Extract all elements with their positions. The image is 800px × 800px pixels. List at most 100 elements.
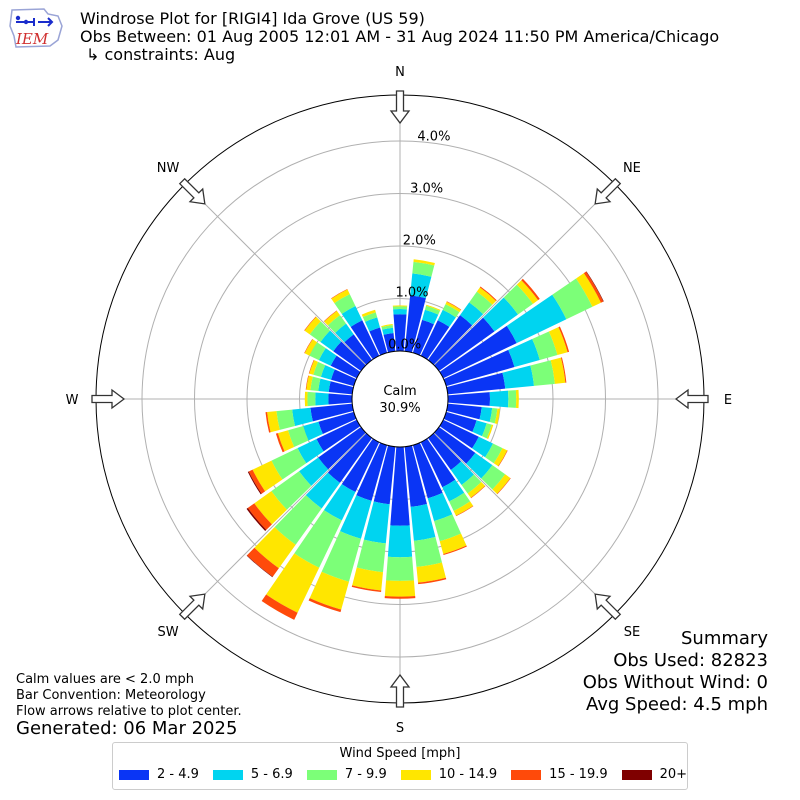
wind-bar-segment bbox=[481, 465, 506, 490]
wind-bar-segment bbox=[361, 309, 376, 318]
wind-bar-segment bbox=[304, 316, 317, 331]
wind-bar-segment bbox=[550, 357, 566, 384]
wind-bar-segment bbox=[331, 288, 348, 299]
wind-bar-segment bbox=[330, 355, 361, 379]
wind-bar-segment bbox=[508, 390, 517, 408]
summary: Summary Obs Used: 82823 Obs Without Wind… bbox=[583, 628, 768, 716]
wind-bar-segment bbox=[266, 553, 320, 613]
grid-spoke bbox=[184, 183, 367, 366]
wind-bar-segment bbox=[246, 555, 273, 578]
wind-bar-segment bbox=[422, 309, 439, 325]
wind-bar-segment bbox=[363, 501, 390, 544]
wind-bar-segment bbox=[485, 443, 503, 464]
wind-bar-segment bbox=[392, 305, 408, 307]
calm-value: 30.9% bbox=[379, 401, 420, 416]
wind-bar-segment bbox=[489, 408, 498, 424]
wind-bar-segment bbox=[331, 369, 357, 387]
legend-item: 5 - 6.9 bbox=[212, 767, 293, 782]
wind-bar-segment bbox=[412, 442, 443, 499]
legend-swatch bbox=[212, 769, 243, 780]
wind-bar-segment bbox=[446, 301, 462, 311]
chart-title: Windrose Plot for [RIGI4] Ida Grove (US … bbox=[80, 9, 425, 28]
wind-bar-segment bbox=[315, 392, 329, 406]
wind-bar-segment bbox=[275, 433, 285, 453]
summary-obs-used: Obs Used: 82823 bbox=[613, 650, 768, 671]
note-calm: Calm values are < 2.0 mph bbox=[16, 672, 195, 687]
wind-bar-segment bbox=[271, 471, 312, 510]
wind-bar-segment bbox=[410, 503, 436, 541]
wind-bar-segment bbox=[297, 439, 324, 464]
wind-bar-segment bbox=[271, 448, 307, 480]
wind-bar-segment bbox=[313, 361, 326, 377]
legend-item: 10 - 14.9 bbox=[400, 767, 498, 782]
wind-bar-segment bbox=[381, 324, 393, 328]
direction-arrow-icon bbox=[178, 593, 206, 621]
iem-logo: IEM bbox=[9, 8, 63, 48]
wind-bar-segment bbox=[382, 327, 394, 335]
wind-bar-segment bbox=[305, 472, 340, 509]
wind-bar-segment bbox=[583, 271, 604, 303]
wind-bar-segment bbox=[364, 317, 381, 332]
wind-bar-segment bbox=[334, 294, 356, 314]
legend-label: 10 - 14.9 bbox=[438, 767, 498, 782]
wind-bar-segment bbox=[442, 304, 460, 318]
wind-bar-segment bbox=[320, 365, 335, 380]
wind-bar-segment bbox=[294, 510, 342, 568]
wind-bar-segment bbox=[252, 460, 283, 492]
wind-bar-segment bbox=[384, 596, 416, 599]
wind-bar-segment bbox=[476, 287, 497, 305]
legend-label: 15 - 19.9 bbox=[549, 767, 608, 782]
wind-bar-segment bbox=[352, 567, 384, 591]
grid-spoke bbox=[184, 432, 367, 615]
wind-bar-segment bbox=[318, 411, 357, 435]
wind-bar-segment bbox=[306, 375, 313, 391]
wind-bar-segment bbox=[308, 598, 342, 613]
direction-arrow-icon bbox=[594, 177, 622, 205]
wind-bar-segment bbox=[318, 378, 331, 393]
wind-bar-segment bbox=[437, 309, 456, 327]
legend-label: 5 - 6.9 bbox=[250, 767, 293, 782]
wind-bar-segment bbox=[341, 305, 363, 327]
wind-bar-segment bbox=[472, 420, 487, 437]
direction-label: S bbox=[396, 721, 404, 736]
wind-bar-segment bbox=[328, 381, 354, 395]
wind-bar-segment bbox=[299, 457, 329, 486]
legend-swatch bbox=[306, 769, 337, 780]
wind-bar-segment bbox=[427, 433, 462, 471]
wind-bar-segment bbox=[492, 474, 511, 494]
direction-label: N bbox=[395, 65, 405, 80]
summary-obs-without-wind: Obs Without Wind: 0 bbox=[582, 672, 768, 693]
wind-bar-segment bbox=[254, 527, 296, 569]
legend-item: 15 - 19.9 bbox=[511, 767, 608, 782]
wind-bar-segment bbox=[341, 438, 380, 493]
wind-bar-segment bbox=[327, 315, 347, 333]
wind-bar-segment bbox=[393, 314, 407, 352]
wind-bar-segment bbox=[327, 433, 373, 483]
wind-bar-segment bbox=[427, 492, 453, 522]
wind-bar-segment bbox=[466, 452, 493, 479]
wind-bar-segment bbox=[384, 580, 416, 597]
wind-bar-segment bbox=[362, 312, 378, 322]
wind-bar-segment bbox=[356, 442, 388, 501]
wind-bar-segment bbox=[308, 359, 315, 374]
wind-bar-segment bbox=[467, 482, 486, 498]
legend-swatch bbox=[511, 769, 542, 780]
wind-bar-segment bbox=[392, 306, 408, 310]
wind-bar-segment bbox=[412, 261, 435, 277]
wind-bar-segment bbox=[350, 320, 380, 360]
wind-bar-segment bbox=[305, 375, 309, 390]
generated-date: Generated: 06 Mar 2025 bbox=[16, 718, 238, 739]
wind-bar-segment bbox=[356, 539, 386, 573]
wind-bar-segment bbox=[331, 289, 350, 304]
wind-bar-segment bbox=[404, 445, 427, 507]
wind-bar-segment bbox=[393, 309, 407, 315]
summary-avg-speed: Avg Speed: 4.5 mph bbox=[586, 694, 768, 715]
wind-bar-segment bbox=[246, 507, 267, 532]
logo-text: IEM bbox=[15, 30, 49, 48]
wind-bar-segment bbox=[323, 310, 337, 322]
wind-bar-segment bbox=[515, 389, 519, 409]
wind-bar-segment bbox=[304, 391, 308, 407]
wind-bar-segment bbox=[443, 545, 467, 555]
radial-tick-label: 1.0% bbox=[395, 285, 428, 300]
